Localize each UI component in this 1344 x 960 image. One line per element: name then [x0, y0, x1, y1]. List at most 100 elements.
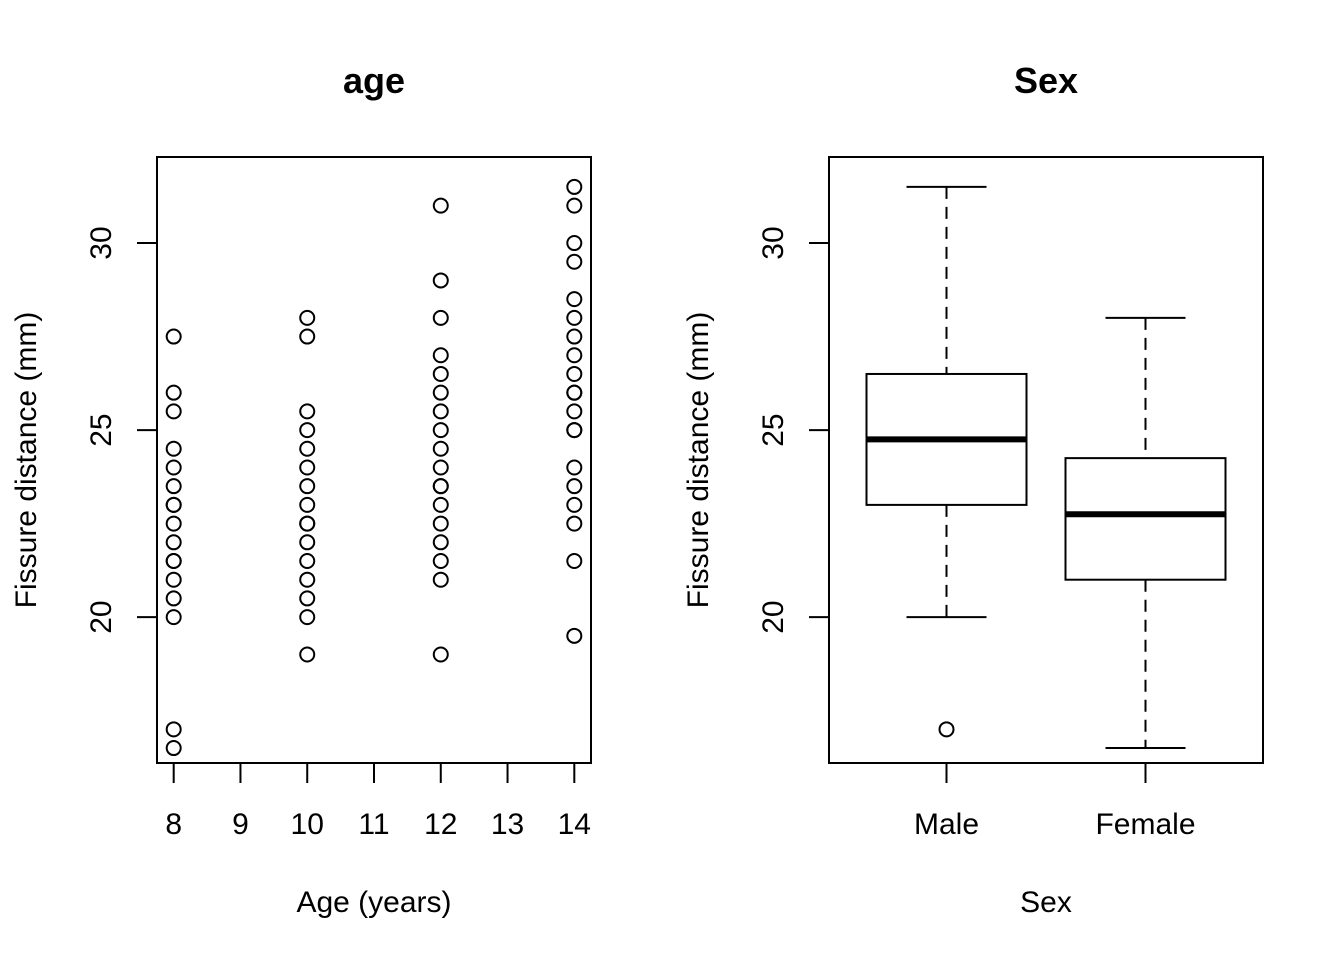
boxplot-y-axis: 20 25 30	[757, 226, 830, 634]
scatter-point	[432, 197, 449, 214]
scatter-point	[432, 272, 449, 289]
scatter-point	[566, 515, 583, 532]
scatter-point	[165, 515, 182, 532]
scatter-point	[566, 235, 583, 252]
scatter-point	[566, 403, 583, 420]
scatter-point	[299, 328, 316, 345]
scatter-point	[566, 178, 583, 195]
scatter-point	[566, 347, 583, 364]
scatter-point	[165, 590, 182, 607]
scatter-point	[566, 553, 583, 569]
scatter-point	[432, 365, 449, 382]
boxplot-title: Sex	[1014, 60, 1078, 101]
scatter-point	[165, 328, 182, 345]
scatter-point	[432, 515, 449, 532]
scatter-x-tick-label: 11	[358, 808, 389, 841]
scatter-point	[432, 571, 449, 588]
scatter-point	[299, 459, 316, 476]
scatter-point	[165, 740, 182, 757]
scatter-x-axis: 8 9 10 11 12 13 14	[165, 762, 591, 841]
scatter-point	[299, 646, 316, 663]
scatter-point	[165, 403, 182, 420]
scatter-point	[432, 403, 449, 420]
scatter-point	[432, 440, 449, 457]
boxplot-outlier	[938, 721, 955, 738]
scatter-point	[432, 534, 449, 551]
boxplot-x-tick-label: Female	[1095, 808, 1195, 841]
scatter-point	[165, 459, 182, 476]
scatter-point	[165, 721, 182, 738]
scatter-plot-frame	[156, 156, 592, 764]
scatter-point	[165, 384, 182, 401]
boxplot-y-axis-label: Fissure distance (mm)	[682, 312, 715, 609]
scatter-title: age	[343, 60, 405, 101]
boxplot-box-female	[1064, 316, 1227, 750]
scatter-point	[566, 253, 583, 270]
boxplot-y-tick-label: 30	[757, 226, 790, 259]
boxplot-box-male	[865, 185, 1028, 738]
scatter-point	[299, 403, 316, 420]
scatter-point	[432, 422, 449, 439]
scatter-point	[432, 478, 449, 495]
scatter-point	[566, 422, 583, 439]
scatter-point	[299, 571, 316, 588]
scatter-x-tick-label: 8	[165, 808, 182, 841]
scatter-point	[566, 459, 583, 476]
boxplot-iqr-box	[1064, 457, 1227, 581]
scatter-point	[299, 534, 316, 551]
boxplot-boxes	[865, 185, 1227, 750]
scatter-point	[165, 534, 182, 551]
scatter-point	[165, 553, 182, 569]
boxplot-x-axis: Male Female	[914, 762, 1196, 841]
scatter-point	[432, 347, 449, 364]
scatter-point	[432, 496, 449, 513]
scatter-point	[299, 478, 316, 495]
scatter-point	[566, 328, 583, 345]
boxplot-x-axis-label: Sex	[1020, 886, 1072, 919]
scatter-y-axis-label: Fissure distance (mm)	[10, 312, 43, 609]
scatter-y-tick-label: 25	[85, 413, 118, 446]
scatter-point	[299, 590, 316, 607]
scatter-x-tick-label: 13	[491, 808, 524, 841]
scatter-point	[432, 459, 449, 476]
scatter-y-tick-label: 20	[85, 600, 118, 633]
scatter-point	[299, 496, 316, 513]
scatter-point	[299, 440, 316, 457]
scatter-point	[165, 609, 182, 626]
scatter-point	[299, 553, 316, 569]
scatter-point	[165, 478, 182, 495]
scatter-point	[299, 609, 316, 626]
scatter-x-tick-label: 9	[232, 808, 249, 841]
scatter-point	[432, 646, 449, 663]
scatter-point	[165, 440, 182, 457]
scatter-y-axis: 20 25 30	[85, 226, 158, 634]
scatter-x-tick-label: 12	[424, 808, 457, 841]
scatter-x-tick-label: 14	[558, 808, 591, 841]
scatter-point	[299, 309, 316, 326]
scatter-y-tick-label: 30	[85, 226, 118, 259]
scatter-point	[566, 197, 583, 214]
scatter-point	[566, 309, 583, 326]
scatter-point	[432, 553, 449, 569]
scatter-point	[566, 478, 583, 495]
scatter-point	[566, 384, 583, 401]
scatter-point	[566, 627, 583, 644]
scatter-point	[432, 309, 449, 326]
boxplot-x-tick-label: Male	[914, 808, 979, 841]
scatter-point	[566, 496, 583, 513]
scatter-point	[566, 365, 583, 382]
scatter-point	[165, 496, 182, 513]
boxplot-panel: Sex Male Female 20 25 30 Sex Fissure distan…	[682, 60, 1264, 919]
scatter-panel: age 8 9 10 11 12 13 14 20 25 30 Age (years) Fiss…	[10, 60, 592, 919]
scatter-point	[432, 384, 449, 401]
scatter-point	[299, 422, 316, 439]
boxplot-y-tick-label: 25	[757, 413, 790, 446]
scatter-point	[165, 571, 182, 588]
scatter-x-tick-label: 10	[291, 808, 324, 841]
scatter-point	[566, 291, 583, 308]
scatter-x-axis-label: Age (years)	[296, 886, 451, 919]
scatter-points	[165, 178, 583, 757]
boxplot-y-tick-label: 20	[757, 600, 790, 633]
scatter-point	[299, 515, 316, 532]
